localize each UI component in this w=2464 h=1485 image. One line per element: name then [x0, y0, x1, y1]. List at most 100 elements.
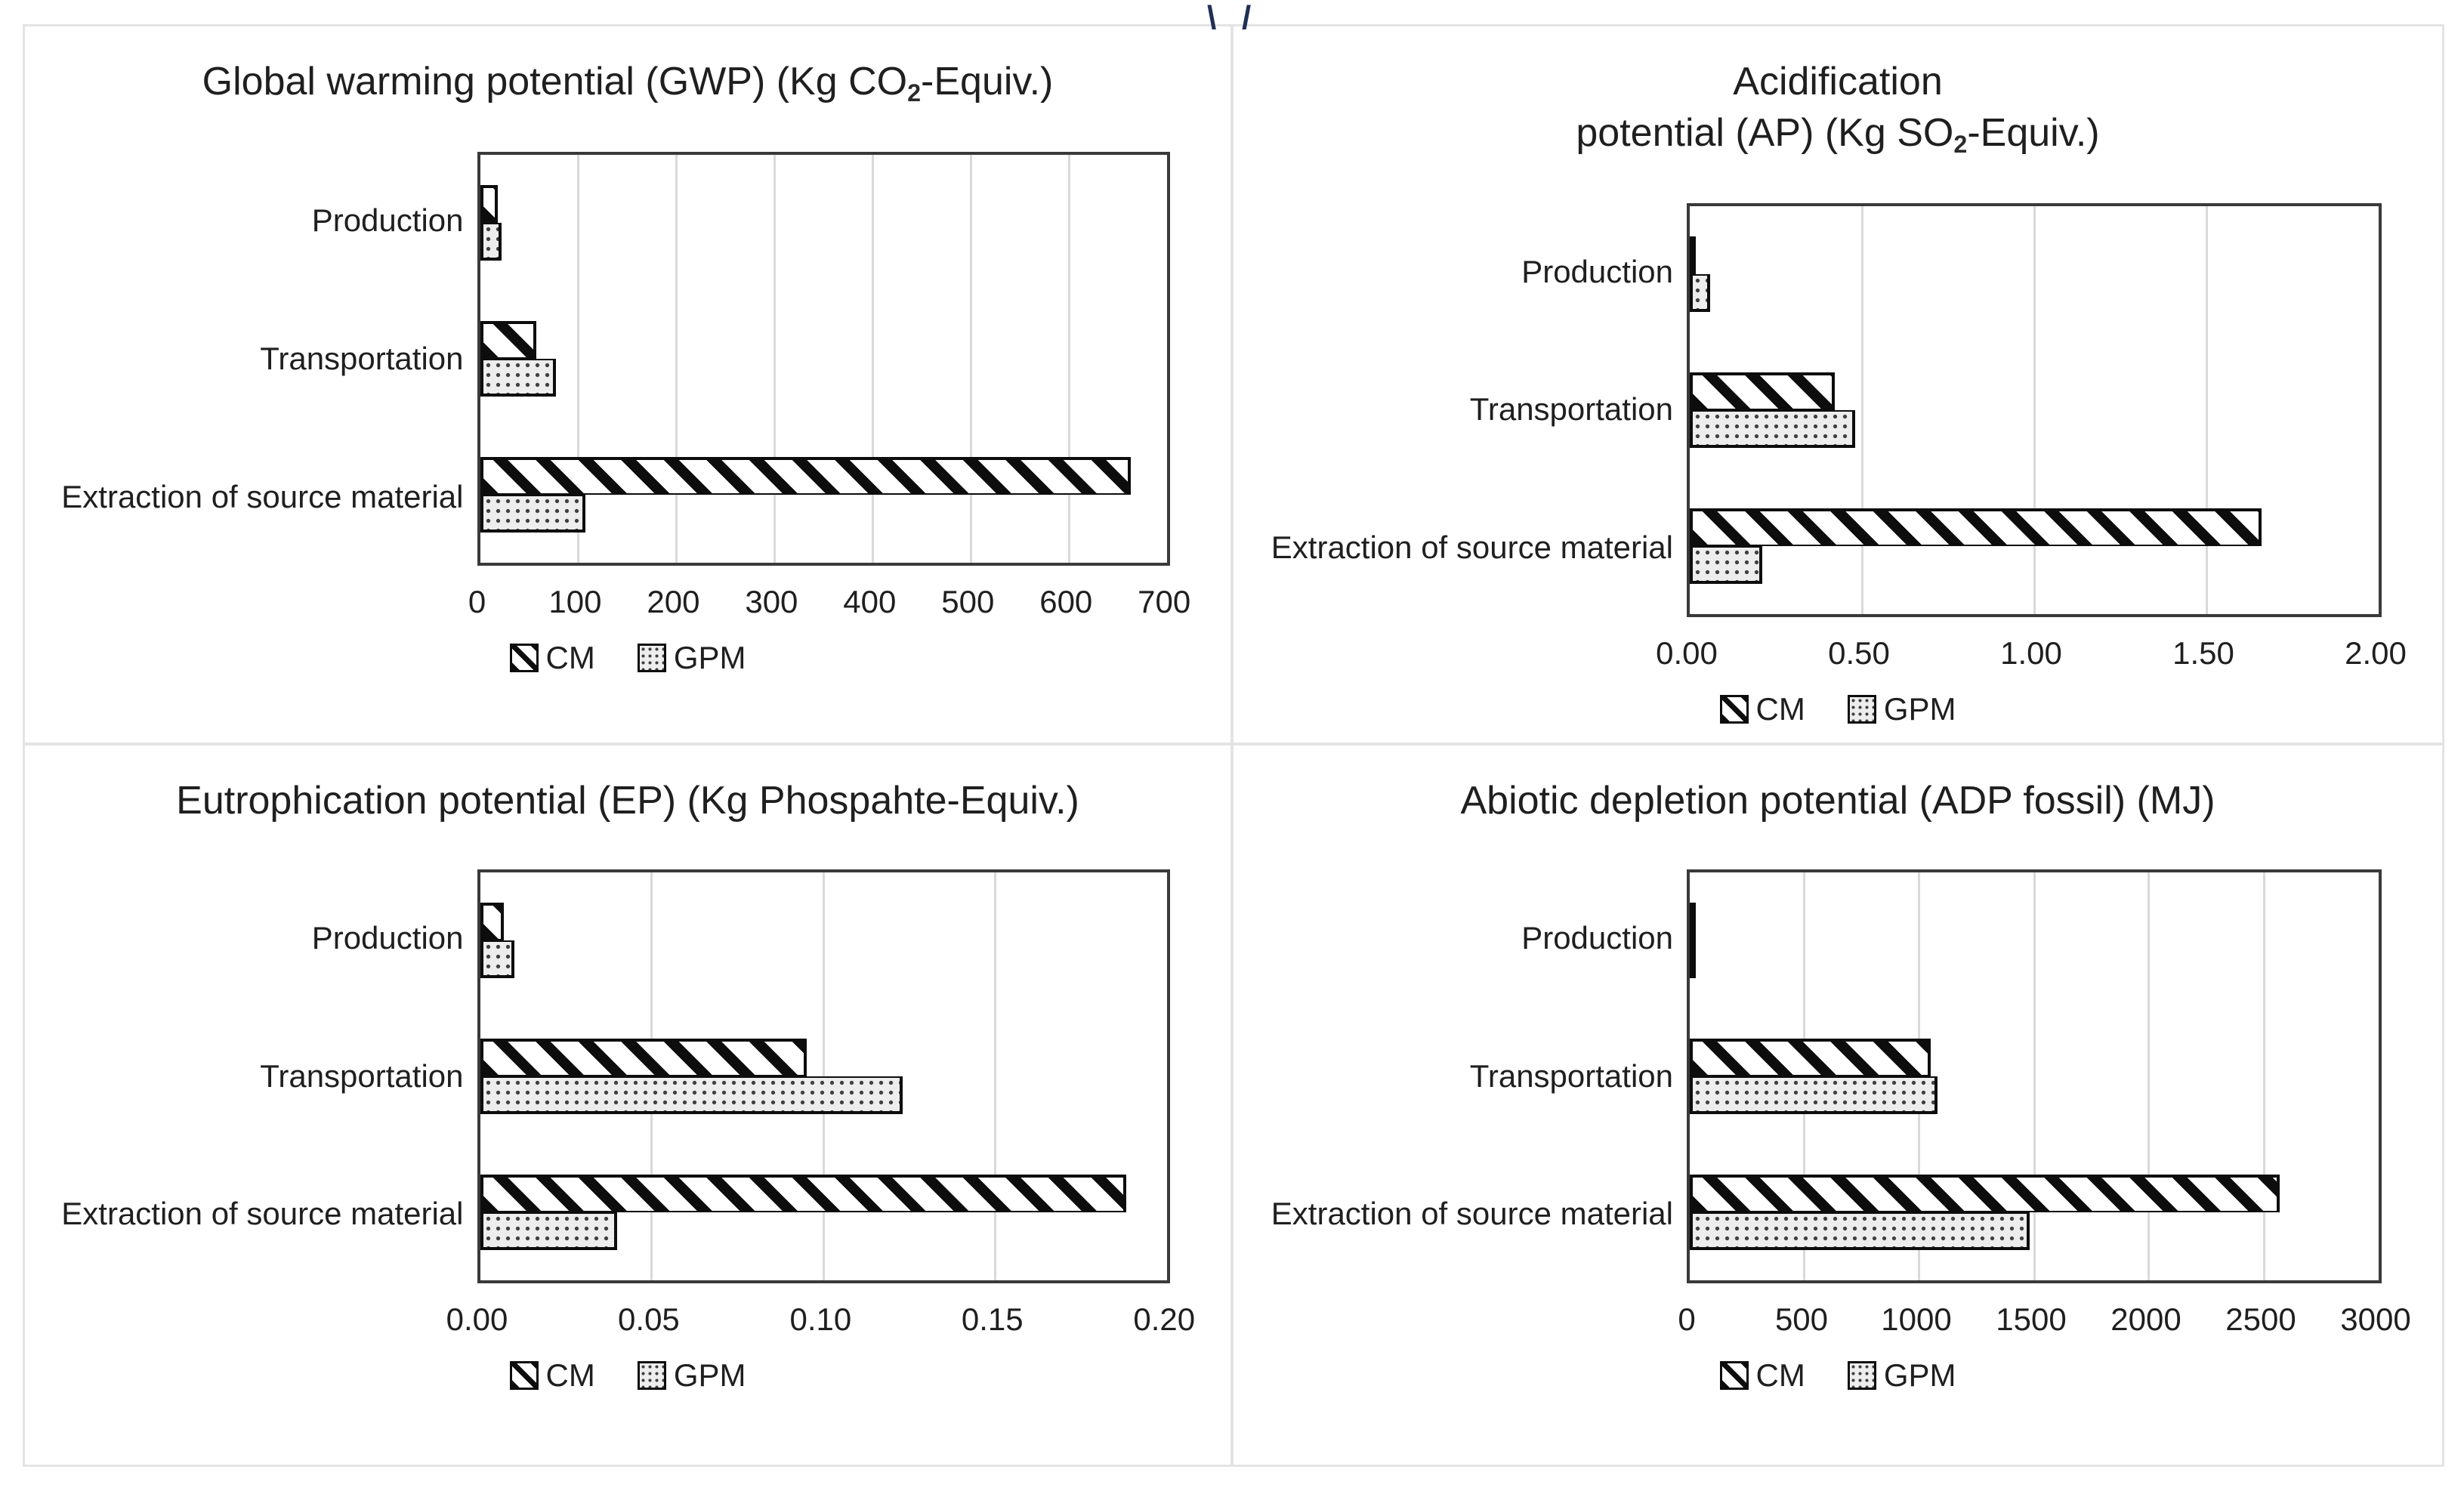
bar-cm-extraction	[480, 456, 1132, 495]
legend-swatch-gpm-icon	[1847, 1360, 1876, 1390]
category-label: Extraction of source material	[1271, 529, 1673, 566]
x-tick-label: 0.00	[446, 1301, 508, 1337]
bar-cm-production	[1690, 236, 1696, 274]
plot-area	[1687, 869, 2382, 1283]
category-label: Production	[311, 202, 464, 239]
legend-item-gpm: GPM	[637, 640, 746, 676]
x-tick-label: 0.50	[1828, 634, 1890, 671]
gridline	[2205, 205, 2208, 614]
chart-title-text: -Equiv.)	[1967, 110, 2100, 155]
bar-cm-transportation	[480, 1038, 807, 1076]
gridline	[994, 872, 997, 1280]
x-tick-label: 2500	[2225, 1301, 2296, 1337]
bar-cm-extraction	[1690, 508, 2262, 546]
category-label: Transportation	[1469, 1057, 1673, 1094]
category-axis: Production Transportation Extraction of so…	[25, 152, 477, 566]
category-band	[480, 291, 1168, 427]
legend-item-cm: CM	[509, 639, 595, 676]
gridline	[675, 154, 678, 563]
bar-gpm-extraction	[1690, 1212, 2030, 1250]
stray-mark-backslash: \	[1207, 0, 1217, 36]
legend-item-gpm: GPM	[1847, 690, 1956, 727]
legend-label: GPM	[1883, 690, 1956, 727]
chart-title-text: Eutrophication potential (EP) (Kg Phospa…	[176, 779, 1079, 823]
gridline	[1860, 205, 1863, 614]
plot-area	[477, 869, 1171, 1283]
gridline	[1067, 154, 1070, 563]
legend-item-cm: CM	[1719, 1357, 1805, 1394]
bar-gpm-production	[480, 222, 502, 261]
legend-item-gpm: GPM	[637, 1357, 746, 1394]
bar-gpm-production	[480, 940, 514, 978]
bar-gpm-extraction	[480, 494, 585, 533]
x-tick-label: 0.20	[1133, 1301, 1196, 1337]
category-label: Extraction of source material	[1271, 1196, 1673, 1232]
bar-cm-transportation	[1690, 1038, 1931, 1076]
gridline	[871, 154, 874, 563]
x-axis: 0 500 1000 1500 2000 2500 3000	[1678, 1283, 2410, 1353]
bar-gpm-production	[1690, 273, 1711, 312]
chart-title-text: potential (AP) (Kg SO	[1576, 110, 1954, 155]
legend-swatch-cm-icon	[1719, 1360, 1749, 1390]
legend-label: CM	[545, 1357, 595, 1393]
chart-title-text: -Equiv.)	[921, 60, 1054, 103]
x-tick-label: 3000	[2340, 1301, 2411, 1337]
legend-swatch-gpm-icon	[1847, 694, 1876, 724]
gridline	[2148, 872, 2151, 1280]
plot-area	[1687, 202, 2382, 617]
legend-label: CM	[1755, 1357, 1805, 1393]
legend: CM GPM	[1234, 691, 2442, 727]
gridline	[2262, 872, 2265, 1280]
x-tick-label: 0.00	[1656, 634, 1718, 671]
x-tick-label: 1.00	[2000, 634, 2062, 671]
bar-cm-transportation	[480, 320, 536, 359]
chart-title-text: Abiotic depletion potential (ADP fossil)…	[1460, 779, 2215, 823]
chart-global-warming-potential: Global warming potential (GWP) (Kg CO2-E…	[25, 26, 1234, 746]
plot-area	[477, 151, 1171, 566]
plot-row: Production Transportation Extraction of so…	[25, 869, 1230, 1283]
gridline	[576, 154, 579, 563]
plot-row: Production Transportation Extraction of so…	[1234, 869, 2442, 1283]
category-label: Extraction of source material	[61, 478, 464, 514]
x-tick-label: 0	[468, 583, 486, 619]
bar-gpm-extraction	[480, 1212, 618, 1250]
chart-title-line: Abiotic depletion potential (ADP fossil)…	[1234, 776, 2442, 827]
legend-label: GPM	[1883, 1357, 1956, 1393]
x-tick-label: 700	[1138, 583, 1191, 619]
chart-title: Global warming potential (GWP) (Kg CO2-E…	[25, 57, 1230, 110]
category-label: Extraction of source material	[61, 1196, 464, 1232]
category-band	[480, 155, 1168, 291]
x-tick-label: 400	[843, 583, 897, 619]
category-axis: Production Transportation Extraction of so…	[1234, 869, 1687, 1283]
category-band	[1690, 342, 2379, 478]
plot-row: Production Transportation Extraction of so…	[1234, 202, 2442, 617]
bar-cm-production	[1690, 902, 1696, 940]
x-tick-label: 600	[1039, 583, 1093, 619]
bar-gpm-transportation	[1690, 409, 1855, 448]
gridline	[773, 154, 776, 563]
x-axis: 0 100 200 300 400 500 600 700	[468, 566, 1190, 635]
legend-swatch-gpm-icon	[637, 643, 666, 672]
category-band	[1690, 206, 2379, 342]
bar-gpm-extraction	[1690, 545, 1762, 584]
x-tick-label: 0.15	[961, 1301, 1024, 1337]
legend-label: CM	[1755, 690, 1805, 727]
x-tick-label: 0	[1678, 1301, 1696, 1337]
legend-label: CM	[545, 639, 595, 675]
x-tick-label: 1000	[1881, 1301, 1952, 1337]
stray-mark-slash: /	[1242, 0, 1252, 36]
legend: CM GPM	[25, 640, 1230, 676]
category-label: Production	[311, 919, 464, 956]
category-axis: Production Transportation Extraction of so…	[25, 869, 477, 1283]
legend-swatch-gpm-icon	[637, 1360, 666, 1390]
chart-title-line: Acidification	[1234, 57, 2442, 108]
legend-label: GPM	[673, 1357, 746, 1393]
category-axis: Production Transportation Extraction of so…	[1234, 203, 1687, 617]
chart-title: Eutrophication potential (EP) (Kg Phospa…	[25, 776, 1230, 827]
x-tick-label: 200	[647, 583, 700, 619]
chart-title-text: Acidification	[1733, 60, 1943, 103]
gridline	[2033, 872, 2036, 1280]
category-band	[480, 427, 1168, 563]
chart-title-subscript: 2	[1953, 130, 1968, 158]
x-tick-label: 300	[745, 583, 798, 619]
